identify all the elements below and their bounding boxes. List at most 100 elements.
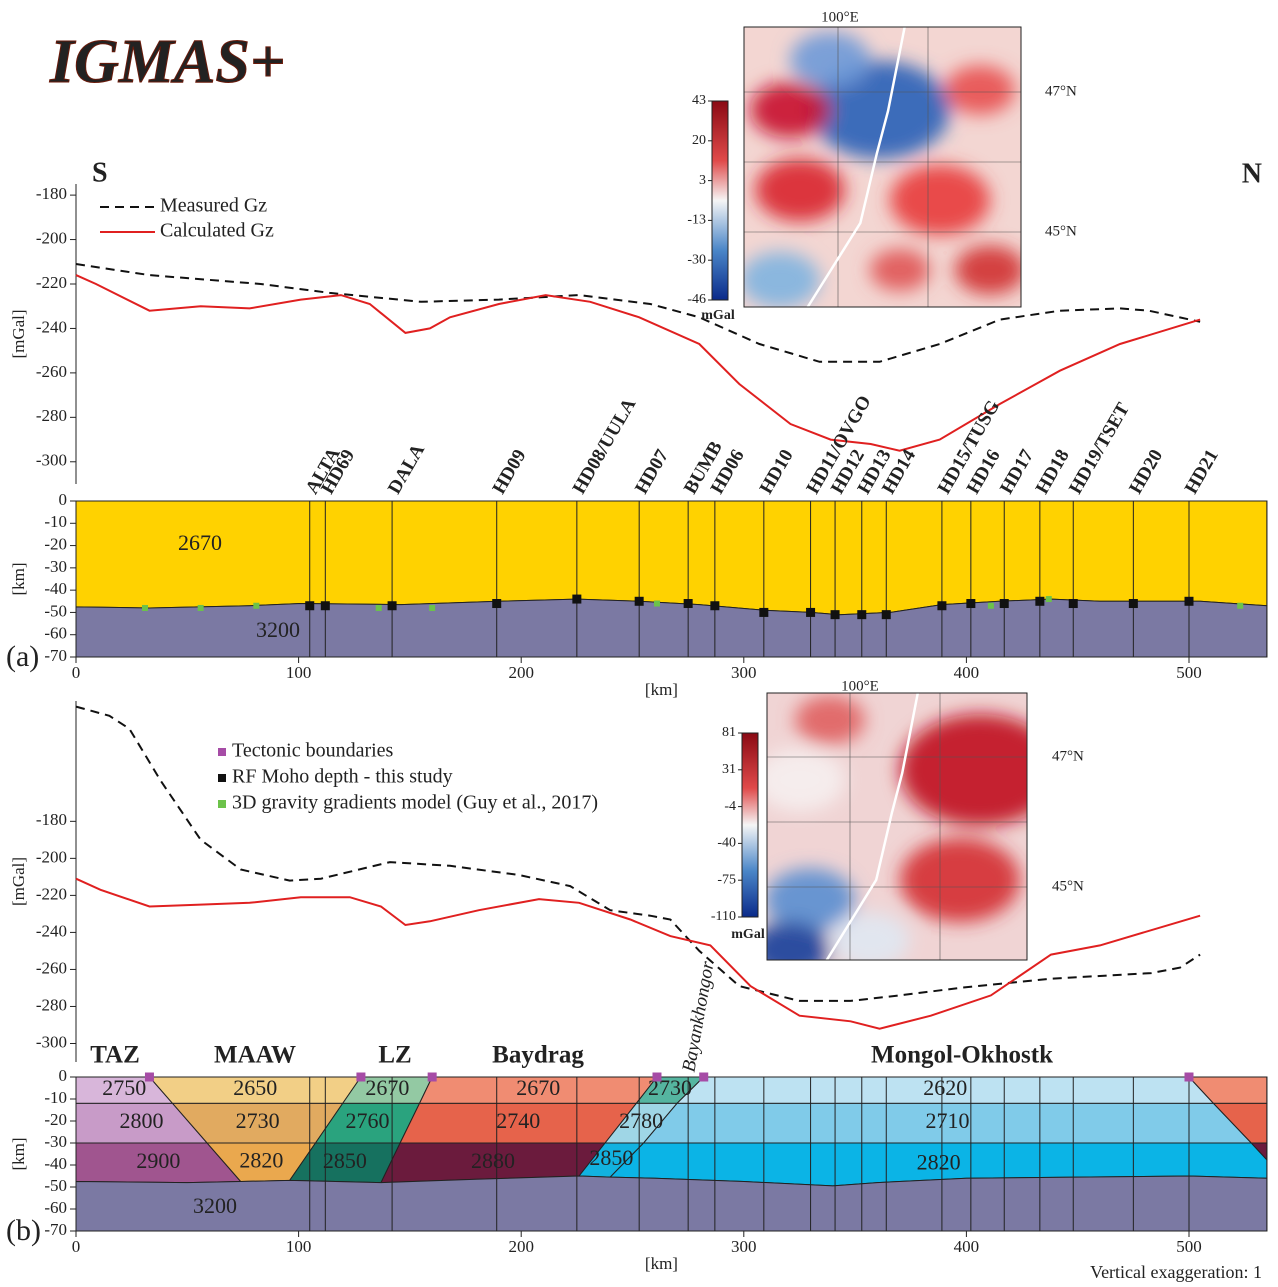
station-label: HD17 [996,446,1038,498]
marker [710,601,720,611]
legend-label: Measured Gz [160,195,267,217]
panel-label: (b) [6,1214,41,1247]
colorbar-tick-label: -13 [687,213,706,228]
legend-swatch [218,774,226,782]
y-tick-label: -40 [44,1154,67,1173]
map-anomaly [955,245,1021,295]
x-tick-label: 100 [286,1237,312,1256]
marker [305,601,315,611]
map-lat-label: 45°N [1052,878,1084,894]
marker [683,599,693,609]
marker [1045,596,1052,603]
y-tick-label: -20 [44,1110,67,1129]
density-label: 2780 [619,1108,663,1133]
colorbar-tick-label: 43 [692,93,706,108]
y-tick-label: -20 [44,534,67,553]
legend-swatch [218,800,226,808]
map-anomaly [790,32,870,88]
map-anomaly [767,748,845,812]
density-label: 2750 [102,1075,146,1100]
gravity-line [75,877,1201,1030]
marker [429,604,436,611]
gravity-line [75,274,1201,452]
y-tick-label: -220 [36,884,67,903]
x-tick-label: 200 [508,1237,534,1256]
density-label: 2670 [365,1075,409,1100]
map-anomaly [890,165,990,235]
zone-label: TAZ [90,1042,140,1069]
marker [881,610,891,620]
density-label: 2900 [136,1148,180,1173]
map-frame [766,692,1028,961]
marker [987,602,994,609]
marker [142,604,149,611]
profile-trace [825,693,920,960]
density-body [75,598,1268,658]
density-label: 2760 [345,1108,389,1133]
marker [857,610,867,620]
logo: IGMAS+ [49,28,285,96]
marker [320,601,330,611]
y-tick-label: -300 [36,451,67,470]
y-axis-label: [mGal] [9,857,28,906]
station-label: HD09 [489,446,531,498]
y-tick-label: -240 [36,921,67,940]
y-tick-label: 0 [59,490,68,509]
x-tick-label: 0 [72,1237,81,1256]
y-tick-label: -200 [36,847,67,866]
colorbar-unit: mGal [731,927,765,942]
density-label: 2880 [471,1148,515,1173]
x-tick-label: 300 [731,663,757,682]
colorbar-tick-label: -110 [711,909,736,924]
x-axis-label: [km] [645,680,678,699]
map-anomaly [755,158,845,222]
y-tick-label: -60 [44,1198,67,1217]
inset-map [744,27,1021,307]
x-tick-label: 500 [1176,1237,1202,1256]
legend-label: Tectonic boundaries [232,740,394,762]
legend-swatch [218,748,226,756]
x-tick-label: 400 [954,1237,980,1256]
map-anomaly [870,249,930,291]
density-label: 2850 [589,1145,633,1170]
density-label: 2820 [917,1149,961,1174]
y-tick-label: -60 [44,624,67,643]
density-label: 2850 [323,1148,367,1173]
map-shading [767,695,1027,960]
density-label: 2800 [120,1108,164,1133]
colorbar-tick-label: 31 [722,762,736,777]
marker [653,600,660,607]
marker [1128,599,1138,609]
zone-label: Mongol-Okhostk [871,1042,1053,1069]
inset-map [767,693,1027,960]
colorbar [741,732,759,918]
north-label: N [1242,158,1262,189]
y-tick-label: -300 [36,1032,67,1051]
y-tick-label: -30 [44,557,67,576]
marker [652,1072,662,1082]
colorbar-tick-label: -75 [717,872,736,887]
y-tick-label: -200 [36,228,67,247]
density-label: 2620 [923,1075,967,1100]
y-axis-label: [km] [9,1137,28,1170]
y-tick-label: -50 [44,601,67,620]
station-label: HD07 [631,446,673,498]
colorbar-tick-label: -30 [687,252,706,267]
station-label: HD20 [1125,446,1167,498]
density-body [75,1175,1268,1232]
y-tick-label: -260 [36,958,67,977]
y-tick-label: -10 [44,1088,67,1107]
colorbar [711,100,729,301]
y-tick-label: -70 [44,646,67,665]
marker [1237,602,1244,609]
legend-label: Calculated Gz [160,220,274,242]
map-anomaly [750,82,830,138]
density-label: 2740 [496,1108,540,1133]
x-tick-label: 100 [286,663,312,682]
marker [1068,599,1078,609]
marker [253,602,260,609]
y-axis-label: [km] [9,562,28,595]
map-anomaly [900,838,1020,922]
marker [572,594,582,604]
